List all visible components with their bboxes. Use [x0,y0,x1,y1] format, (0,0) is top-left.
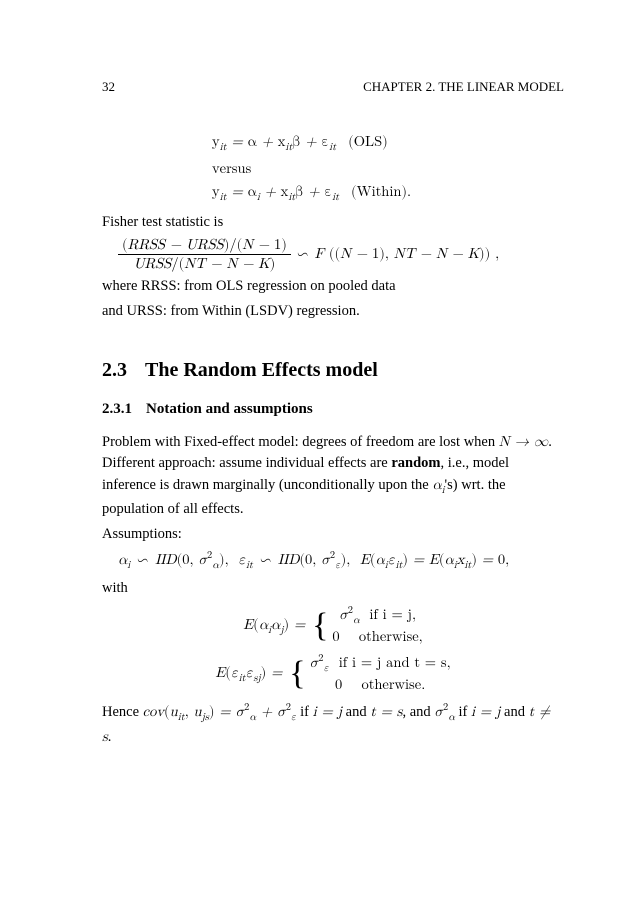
fisher-fraction: (RRSS − URSS)/(N − 1) URSS/(NT − N − K) [118,237,291,272]
cases2-cond2: otherwise. [361,677,425,692]
sigma-a: σ2α [434,704,455,719]
ols-within-equations: yit = α + xitβ + εit (OLS) versus yit = … [212,131,564,206]
cases1-lhs: E(αiαj) = [243,617,310,632]
covariance-conclusion: Hence cov(uit, ujs) = σ2α + σ2ε if i = j… [102,701,564,748]
final-a: Hence [102,704,143,720]
cases1-cond2: otherwise, [359,629,423,644]
page: 32 CHAPTER 2. THE LINEAR MODEL yit = α +… [0,0,638,903]
fisher-equation: (RRSS − URSS)/(N − 1) URSS/(NT − N − K) … [118,237,564,272]
section-title: The Random Effects model [145,359,378,381]
fisher-line: Fisher test statistic is [102,212,564,233]
left-brace-icon: { [312,609,328,643]
final-g: , and [402,704,434,720]
cases-alpha: E(αiαj) = { σ2α if i = j, 0 otherwise, [102,605,564,647]
within-tag: (Within). [351,181,411,202]
cases2-val2: 0 [335,677,342,692]
running-head: 32 CHAPTER 2. THE LINEAR MODEL [102,78,564,97]
subsection-heading: 2.3.1 Notation and assumptions [102,399,564,421]
left-brace-icon: { [289,657,305,691]
cases1-val2: 0 [332,629,339,644]
final-e: and [342,704,370,720]
with-label: with [102,578,564,599]
cases-epsilon: E(εitεsj) = { σ2ε if i = j and t = s, 0 … [102,653,564,695]
section-number: 2.3 [102,359,127,381]
random-word: random [391,455,440,471]
fisher-tail: ∼ F ((N − 1), NT − N − K)) , [295,246,500,261]
final-i: if [455,704,471,720]
cases2-cond1: if i = j and t = s, [339,655,451,670]
urss-note: and URSS: from Within (LSDV) regression. [102,301,564,322]
assumptions-eq: αi ∼ IID(0, σ2α), εit ∼ IID(0, σ2ε), E(α… [118,549,564,574]
rrss-note: where RRSS: from OLS regression on poole… [102,276,564,297]
text-a: Problem with Fixed-effect model: degrees… [102,434,499,450]
eq-within: yit = αi + xitβ + εit [212,181,339,206]
ij: i = j [313,704,342,719]
cases2-lhs: E(εitεsj) = [215,665,287,680]
page-number: 32 [102,78,115,97]
ts: t = s [370,704,402,719]
cases2-val1: σ2ε [310,655,330,670]
ols-tag: (OLS) [348,131,388,152]
cases1-val1: σ2α [339,607,360,622]
n-to-inf: N → ∞ [499,434,549,449]
alpha-i: αi [432,477,444,492]
chapter-title: CHAPTER 2. THE LINEAR MODEL [363,78,564,97]
ij2: i = j [471,704,500,719]
subsection-number: 2.3.1 [102,401,132,417]
cases1-cond1: if i = j, [369,607,416,622]
subsection-title: Notation and assumptions [146,401,313,417]
section-heading: 2.3 The Random Effects model [102,356,564,385]
cov-expr: cov(uit, ujs) = σ2α + σ2ε [143,704,297,719]
final-m: . [108,729,112,745]
assumptions-label: Assumptions: [102,524,564,545]
versus-label: versus [212,158,251,179]
eq-ols: yit = α + xitβ + εit [212,131,336,156]
final-c: if [297,704,313,720]
problem-paragraph: Problem with Fixed-effect model: degrees… [102,431,564,520]
final-k: and [500,704,528,720]
